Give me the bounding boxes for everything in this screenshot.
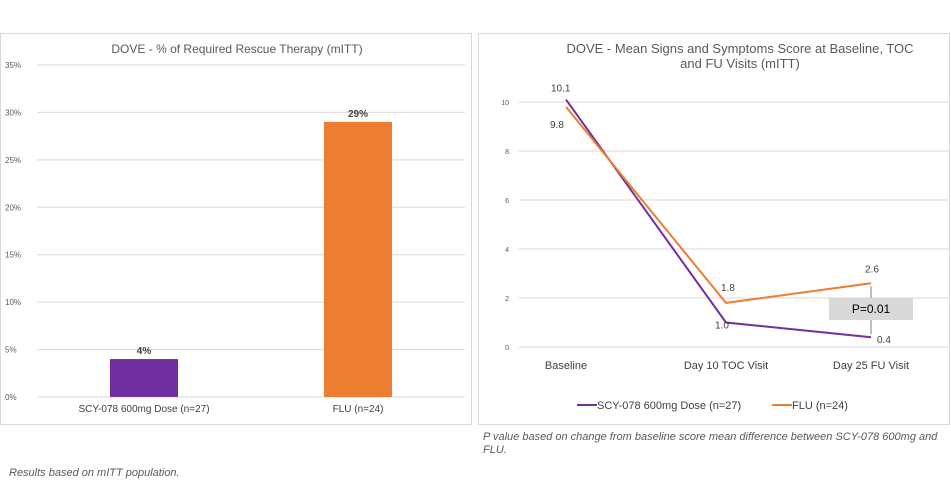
bar-chart-title: DOVE - % of Required Rescue Therapy (mIT…	[111, 42, 363, 56]
line-data-label: 2.6	[865, 264, 879, 275]
bar-y-tick-label: 25%	[5, 156, 21, 165]
line-chart-title: DOVE - Mean Signs and Symptoms Score at …	[529, 41, 951, 71]
bar-x-tick-label: FLU (n=24)	[333, 404, 384, 415]
rescue-therapy-chart-panel: DOVE - % of Required Rescue Therapy (mIT…	[0, 33, 472, 425]
line-y-tick-label: 4	[505, 247, 509, 254]
bar-data-label: 29%	[348, 109, 368, 120]
bar	[324, 121, 392, 398]
bar-y-tick-label: 0%	[5, 393, 17, 402]
line-chart-svg: 0 2 4 6 8 10 Baseline Day 10 TOC Visit Day 25 FU…	[501, 84, 949, 412]
line-data-label: 9.8	[550, 120, 564, 131]
bar-y-tick-label: 15%	[5, 251, 21, 260]
symptom-score-chart-panel: DOVE - Mean Signs and Symptoms Score at …	[478, 33, 950, 425]
line-data-label: 1.0	[715, 321, 729, 332]
line-y-tick-label: 0	[505, 345, 509, 352]
line-x-tick-label: Day 25 FU Visit	[833, 360, 909, 372]
line-data-label: 1.8	[721, 283, 735, 294]
line-data-label: 0.4	[877, 335, 891, 346]
bar-data-label: 4%	[137, 346, 152, 357]
p-value-annotation: P=0.01	[829, 298, 913, 320]
line-x-tick-label: Baseline	[545, 360, 587, 372]
line-y-tick-label: 6	[505, 198, 509, 205]
line-data-label: 10.1	[551, 84, 571, 95]
line-chart-title-line1: DOVE - Mean Signs and Symptoms Score at …	[566, 41, 914, 56]
line-y-tick-label: 8	[505, 149, 509, 156]
line-chart-title-line2: and FU Visits (mITT)	[680, 56, 800, 71]
population-footnote: Results based on mITT population.	[9, 467, 180, 479]
legend-label: SCY-078 600mg Dose (n=27)	[597, 400, 741, 412]
line-x-tick-label: Day 10 TOC Visit	[684, 360, 768, 372]
p-value-footnote: P value based on change from baseline sc…	[483, 431, 938, 456]
bar-y-tick-label: 20%	[5, 203, 21, 212]
bar-x-tick-label: SCY-078 600mg Dose (n=27)	[78, 404, 209, 415]
bar-y-tick-label: 35%	[5, 61, 21, 70]
bar-y-tick-label: 5%	[5, 346, 17, 355]
bar-chart-svg: 0% 5% 10% 15% 20% 25% 30% 35% 4% SCY-078 600mg Do…	[5, 61, 465, 415]
bar-y-tick-label: 30%	[5, 108, 21, 117]
line-y-tick-label: 2	[505, 296, 509, 303]
line-y-tick-label: 10	[501, 100, 509, 107]
series-line	[565, 106, 872, 304]
bar-y-tick-label: 10%	[5, 298, 21, 307]
legend-label: FLU (n=24)	[792, 400, 848, 412]
series-line	[565, 98, 872, 339]
bar	[110, 359, 178, 397]
